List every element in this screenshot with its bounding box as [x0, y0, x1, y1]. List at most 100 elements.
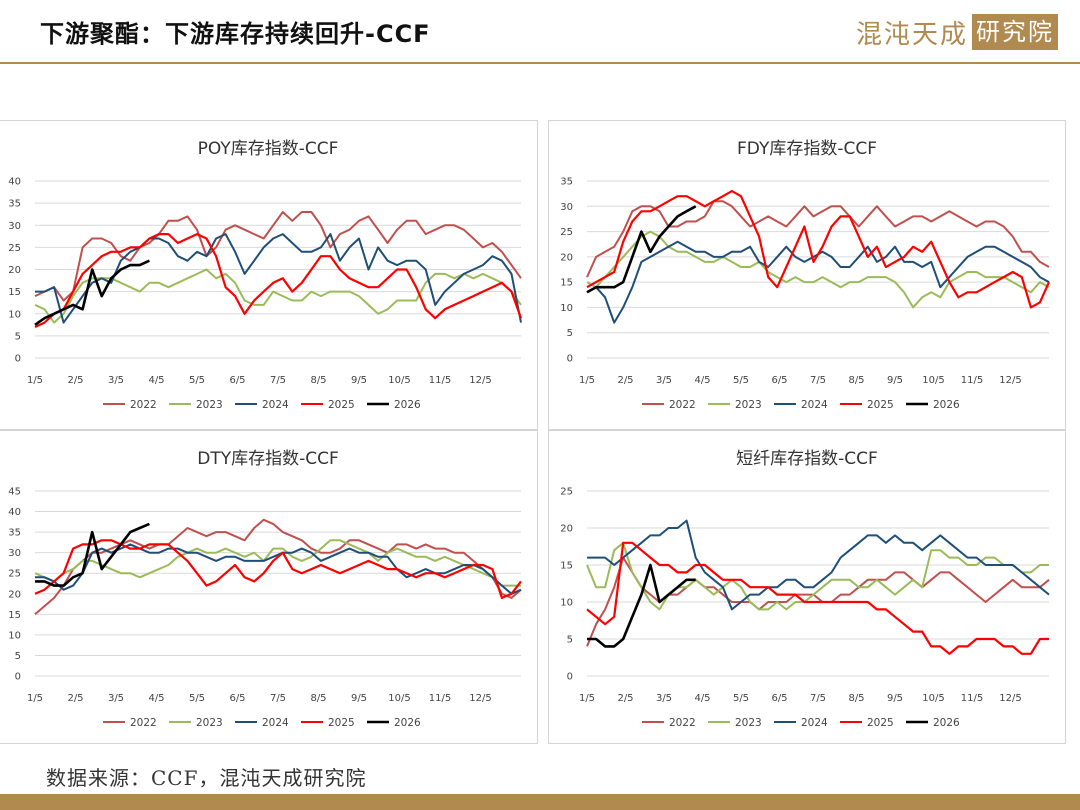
- y-tick-label: 0: [15, 354, 21, 365]
- x-tick-label: 1/5: [579, 693, 595, 704]
- y-tick-label: 5: [567, 635, 573, 646]
- legend-label-2023: 2023: [735, 399, 762, 411]
- x-tick-label: 4/5: [148, 375, 164, 386]
- x-tick-label: 5/5: [733, 693, 749, 704]
- x-tick-label: 1/5: [27, 375, 43, 386]
- legend-label-2026: 2026: [394, 717, 421, 729]
- y-tick-label: 20: [560, 252, 573, 263]
- chart-title: 短纤库存指数-CCF: [736, 449, 878, 469]
- y-tick-label: 30: [560, 202, 573, 213]
- y-tick-label: 10: [8, 309, 21, 320]
- y-tick-label: 35: [8, 528, 21, 539]
- x-tick-label: 7/5: [270, 375, 286, 386]
- y-tick-label: 15: [560, 278, 573, 289]
- chart-title: POY库存指数-CCF: [198, 139, 339, 159]
- x-tick-label: 3/5: [656, 693, 672, 704]
- y-tick-label: 35: [8, 199, 21, 210]
- legend-label-2023: 2023: [735, 717, 762, 729]
- x-tick-label: 10/5: [922, 693, 944, 704]
- y-tick-label: 0: [567, 354, 573, 365]
- y-tick-label: 5: [15, 651, 21, 662]
- x-tick-label: 8/5: [310, 375, 326, 386]
- x-tick-label: 11/5: [429, 375, 451, 386]
- series-line-2022: [586, 200, 1050, 278]
- legend-label-2023: 2023: [196, 399, 223, 411]
- x-tick-label: 12/5: [469, 375, 491, 386]
- footer-bar: [0, 794, 1080, 810]
- y-tick-label: 15: [8, 610, 21, 621]
- y-tick-label: 10: [560, 303, 573, 314]
- x-tick-label: 10/5: [388, 693, 410, 704]
- x-tick-label: 2/5: [617, 693, 633, 704]
- y-tick-label: 40: [8, 507, 21, 518]
- legend-label-2022: 2022: [669, 399, 696, 411]
- x-tick-label: 8/5: [310, 693, 326, 704]
- y-tick-label: 15: [560, 561, 573, 572]
- series-line-2025: [586, 189, 1051, 309]
- y-tick-label: 5: [15, 331, 21, 342]
- series-line-2024: [587, 519, 1050, 611]
- x-tick-label: 11/5: [961, 375, 983, 386]
- x-tick-label: 2/5: [617, 375, 633, 386]
- legend-label-2026: 2026: [933, 399, 960, 411]
- x-tick-label: 9/5: [887, 375, 903, 386]
- y-tick-label: 25: [560, 227, 573, 238]
- x-tick-label: 10/5: [922, 375, 944, 386]
- legend-label-2026: 2026: [394, 399, 421, 411]
- x-tick-label: 12/5: [469, 693, 491, 704]
- x-tick-label: 2/5: [67, 693, 83, 704]
- y-tick-label: 30: [8, 221, 21, 232]
- x-tick-label: 7/5: [810, 375, 826, 386]
- y-tick-label: 10: [8, 630, 21, 641]
- legend-label-2025: 2025: [328, 717, 355, 729]
- x-tick-label: 1/5: [27, 693, 43, 704]
- legend-label-2025: 2025: [867, 399, 894, 411]
- legend-label-2023: 2023: [196, 717, 223, 729]
- y-tick-label: 10: [560, 598, 573, 609]
- x-tick-label: 6/5: [229, 375, 245, 386]
- y-tick-label: 35: [560, 177, 573, 188]
- y-tick-label: 45: [8, 487, 21, 498]
- series-line-2024: [35, 233, 522, 324]
- legend-label-2024: 2024: [801, 717, 828, 729]
- x-tick-label: 5/5: [189, 375, 205, 386]
- legend-label-2022: 2022: [669, 717, 696, 729]
- y-tick-label: 0: [15, 672, 21, 683]
- x-tick-label: 11/5: [429, 693, 451, 704]
- legend-label-2024: 2024: [262, 717, 289, 729]
- series-line-2025: [34, 539, 522, 599]
- data-source: 数据来源：CCF，混沌天成研究院: [46, 766, 367, 790]
- brand-text: 混沌天成: [855, 19, 968, 50]
- x-tick-label: 3/5: [656, 375, 672, 386]
- x-tick-label: 6/5: [229, 693, 245, 704]
- x-tick-label: 4/5: [694, 375, 710, 386]
- x-tick-label: 5/5: [189, 693, 205, 704]
- x-tick-label: 8/5: [848, 693, 864, 704]
- brand-logo: 混沌天成 研究院: [856, 12, 1058, 52]
- x-tick-label: 4/5: [148, 693, 164, 704]
- series-line-2026: [35, 522, 150, 587]
- page-title: 下游聚酯：下游库存持续回升-CCF: [40, 20, 431, 48]
- series-line-2023: [586, 541, 1049, 611]
- y-tick-label: 40: [8, 177, 21, 188]
- x-tick-label: 2/5: [67, 375, 83, 386]
- legend-label-2024: 2024: [262, 399, 289, 411]
- chart-title: DTY库存指数-CCF: [197, 449, 339, 469]
- series-line-2023: [34, 268, 522, 324]
- chart-panel-dty: DTY库存指数-CCF 0 5 10 15 20 25 30 35 40 45 1/5 2/5 3/5 4/…: [0, 430, 538, 744]
- series-line-2026: [34, 259, 150, 326]
- y-tick-label: 20: [8, 589, 21, 600]
- legend-label-2022: 2022: [130, 717, 157, 729]
- legend-label-2025: 2025: [867, 717, 894, 729]
- x-tick-label: 12/5: [999, 375, 1021, 386]
- x-tick-label: 9/5: [351, 693, 367, 704]
- y-tick-label: 25: [8, 569, 21, 580]
- series-line-2026: [586, 205, 697, 294]
- chart-panel-poy: POY库存指数-CCF 0 5 10 15 20 25 30 35 40 1/5 2/5 3/5 4/5 5…: [0, 120, 538, 430]
- x-tick-label: 7/5: [270, 693, 286, 704]
- series-line-2025: [586, 541, 1049, 655]
